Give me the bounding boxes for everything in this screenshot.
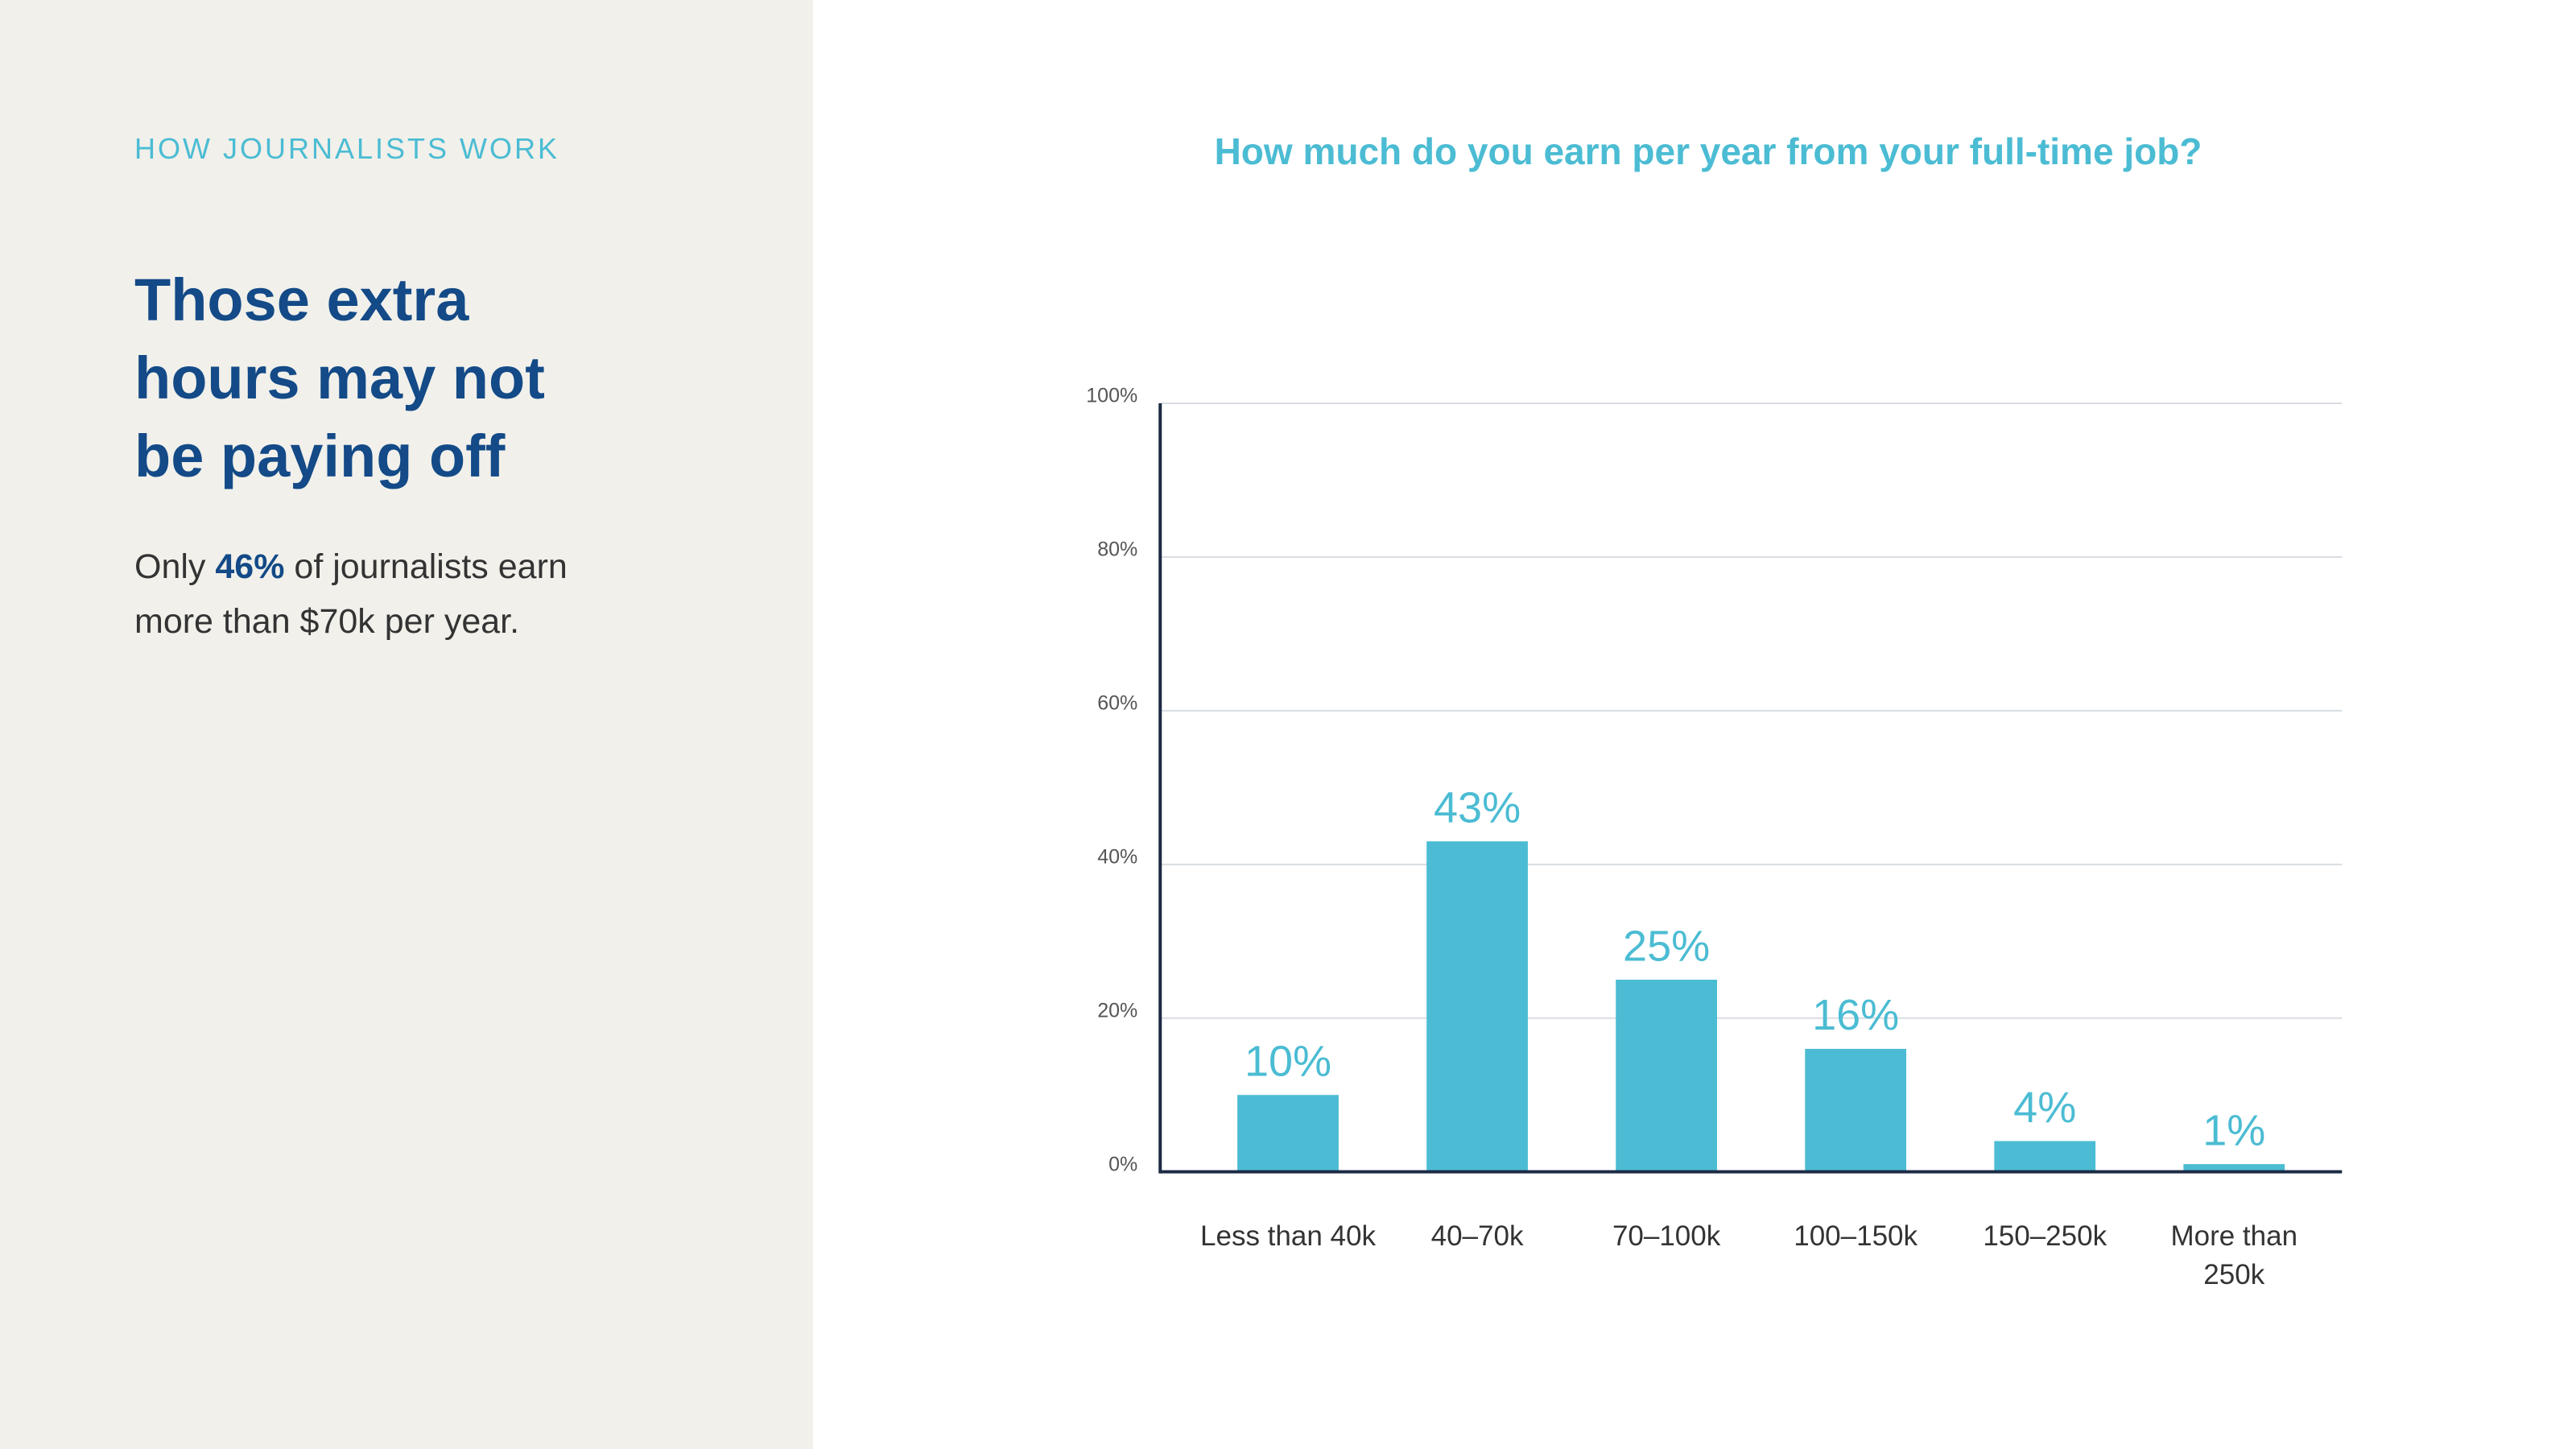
x-tick-label: More than 250k [2170, 1220, 2298, 1290]
value-label: 25% [1623, 922, 1710, 970]
y-tick-label: 60% [1097, 691, 1137, 714]
value-label: 43% [1434, 783, 1521, 832]
x-tick-label: Less than 40k [1200, 1220, 1376, 1252]
value-label: 10% [1245, 1037, 1331, 1085]
x-tick-label: 70–100k [1612, 1220, 1721, 1252]
body-text: Only 46% of journalists earn more than $… [134, 539, 650, 649]
bar [2183, 1164, 2285, 1172]
bar [1237, 1095, 1339, 1172]
heading: Those extra [134, 266, 469, 333]
heading: hours may not [134, 345, 545, 411]
x-tick-label: 100–150k [1794, 1220, 1918, 1252]
y-tick-label: 20% [1097, 999, 1137, 1022]
y-tick-label: 100% [1086, 385, 1137, 407]
highlight: 46% [215, 547, 285, 586]
x-tick-label: 150–250k [1983, 1220, 2107, 1252]
value-label: 1% [2202, 1106, 2265, 1154]
y-tick-label: 80% [1097, 539, 1137, 561]
eyebrow: HOW JOURNALISTS WORK [134, 132, 560, 165]
value-label: 16% [1812, 991, 1899, 1039]
bar [1426, 841, 1528, 1172]
side-panel: HOW JOURNALISTS WORK Those extra hours m… [0, 0, 813, 1449]
bar [1805, 1048, 1907, 1172]
text: of journalists earn more than $70k per y… [134, 547, 568, 641]
bar [1994, 1141, 2096, 1172]
value-label: 4% [2013, 1084, 2076, 1132]
chart-title: How much do you earn per year from your … [1215, 130, 2202, 172]
heading: be paying off [134, 423, 506, 489]
y-tick-label: 40% [1097, 845, 1137, 868]
text: Only [134, 547, 216, 586]
bar [1616, 980, 1717, 1172]
x-tick-label: 40–70k [1430, 1220, 1524, 1252]
y-tick-label: 0% [1108, 1153, 1137, 1175]
